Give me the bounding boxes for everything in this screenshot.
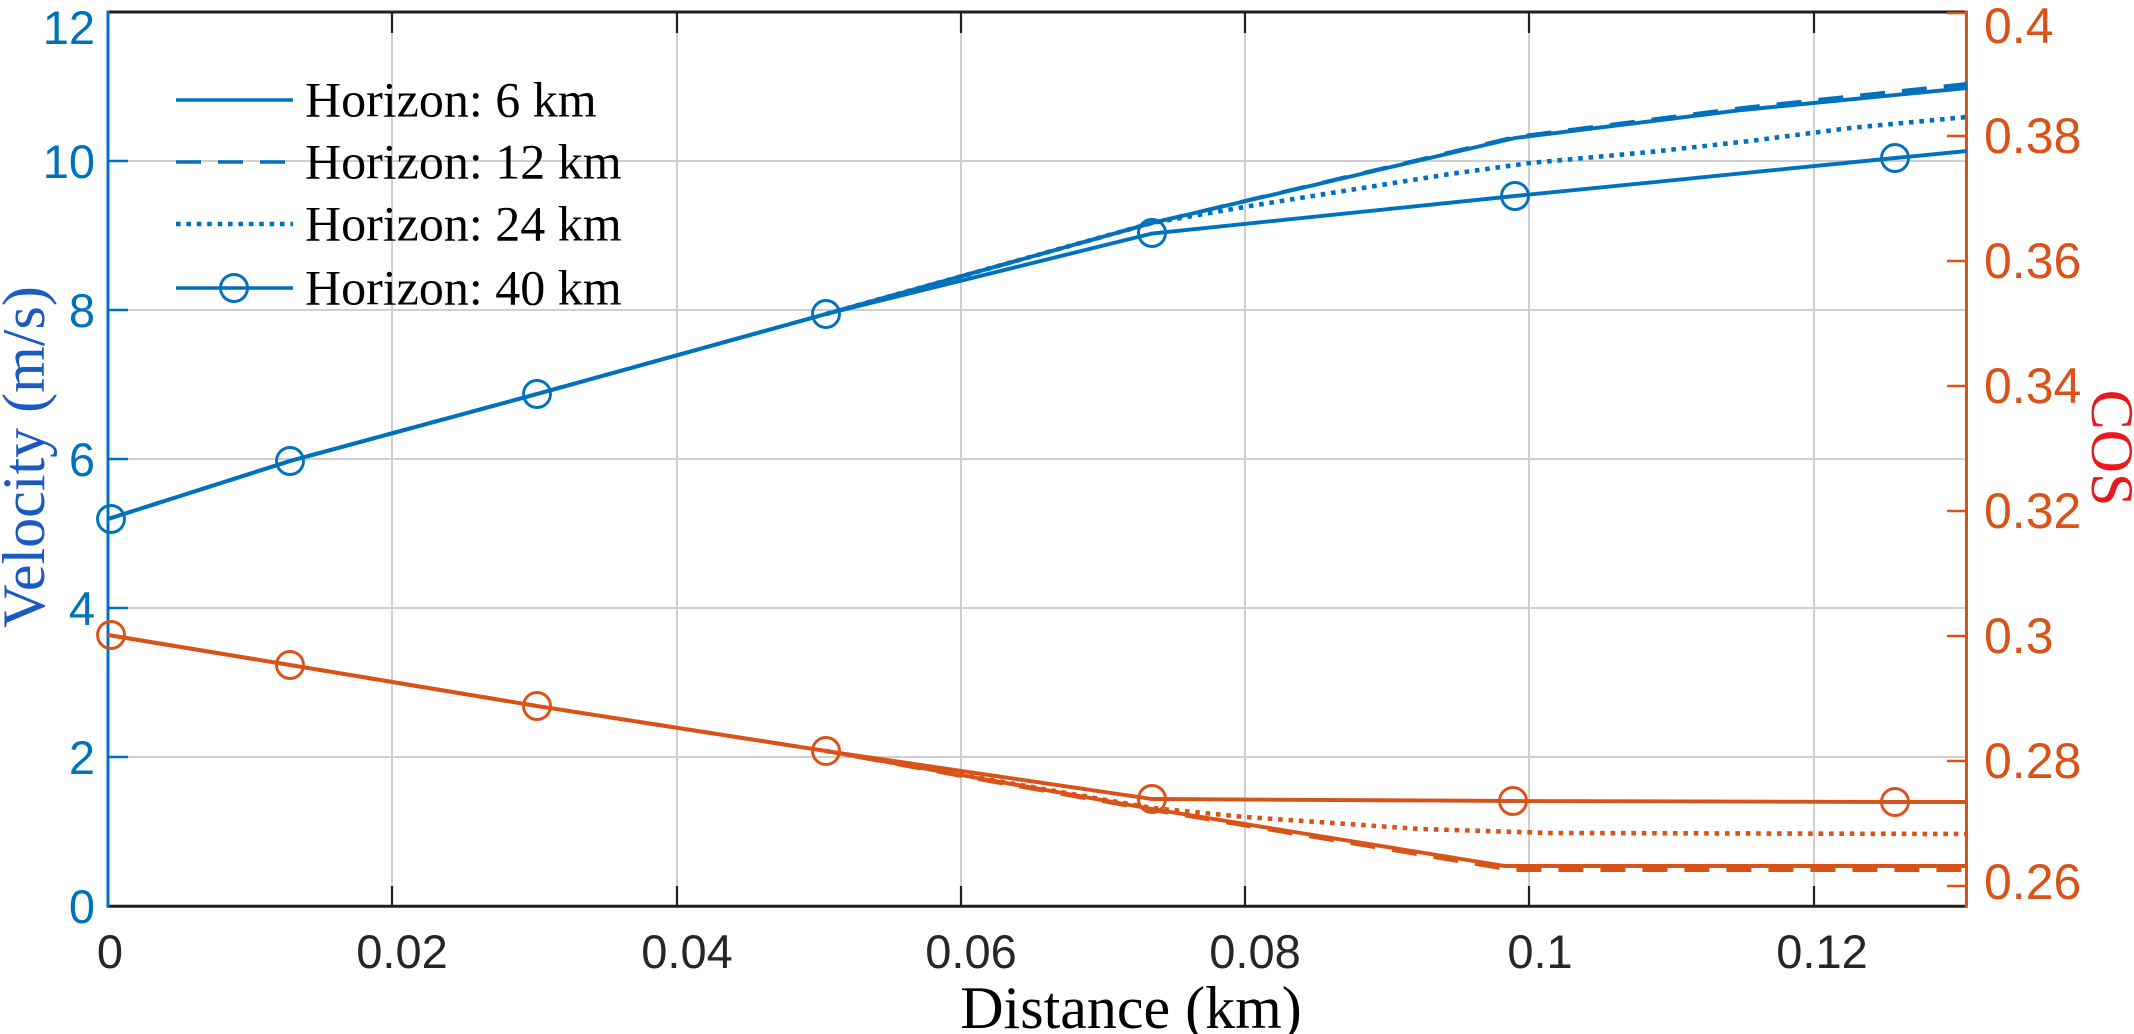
svg-text:0.32: 0.32 xyxy=(1984,483,2081,539)
svg-text:0.1: 0.1 xyxy=(1507,925,1572,978)
svg-text:10: 10 xyxy=(43,135,95,188)
svg-text:Horizon: 24 km: Horizon: 24 km xyxy=(305,196,622,252)
svg-text:Horizon: 6 km: Horizon: 6 km xyxy=(305,72,597,128)
svg-text:2: 2 xyxy=(69,731,95,784)
svg-text:0.28: 0.28 xyxy=(1984,733,2081,789)
svg-text:8: 8 xyxy=(69,284,95,337)
svg-text:0.26: 0.26 xyxy=(1984,854,2081,910)
svg-text:4: 4 xyxy=(69,582,95,635)
svg-text:Distance (km): Distance (km) xyxy=(960,975,1302,1034)
svg-text:0.38: 0.38 xyxy=(1984,108,2081,164)
svg-text:Horizon: 40 km: Horizon: 40 km xyxy=(305,260,622,316)
svg-text:0.34: 0.34 xyxy=(1984,358,2081,414)
svg-text:COS: COS xyxy=(2079,390,2134,507)
svg-text:0: 0 xyxy=(69,880,95,933)
svg-text:0.02: 0.02 xyxy=(356,925,447,978)
svg-text:0.08: 0.08 xyxy=(1209,925,1300,978)
svg-text:0.06: 0.06 xyxy=(925,925,1016,978)
svg-text:0.04: 0.04 xyxy=(641,925,732,978)
svg-text:0.12: 0.12 xyxy=(1776,925,1867,978)
svg-text:0.3: 0.3 xyxy=(1984,608,2054,664)
svg-text:Horizon: 12 km: Horizon: 12 km xyxy=(305,134,622,190)
svg-text:12: 12 xyxy=(43,1,95,54)
svg-text:6: 6 xyxy=(69,433,95,486)
svg-text:0.4: 0.4 xyxy=(1984,0,2054,54)
svg-text:0: 0 xyxy=(97,925,123,978)
svg-text:Velocity (m/s): Velocity (m/s) xyxy=(0,286,57,628)
svg-text:0.36: 0.36 xyxy=(1984,233,2081,289)
